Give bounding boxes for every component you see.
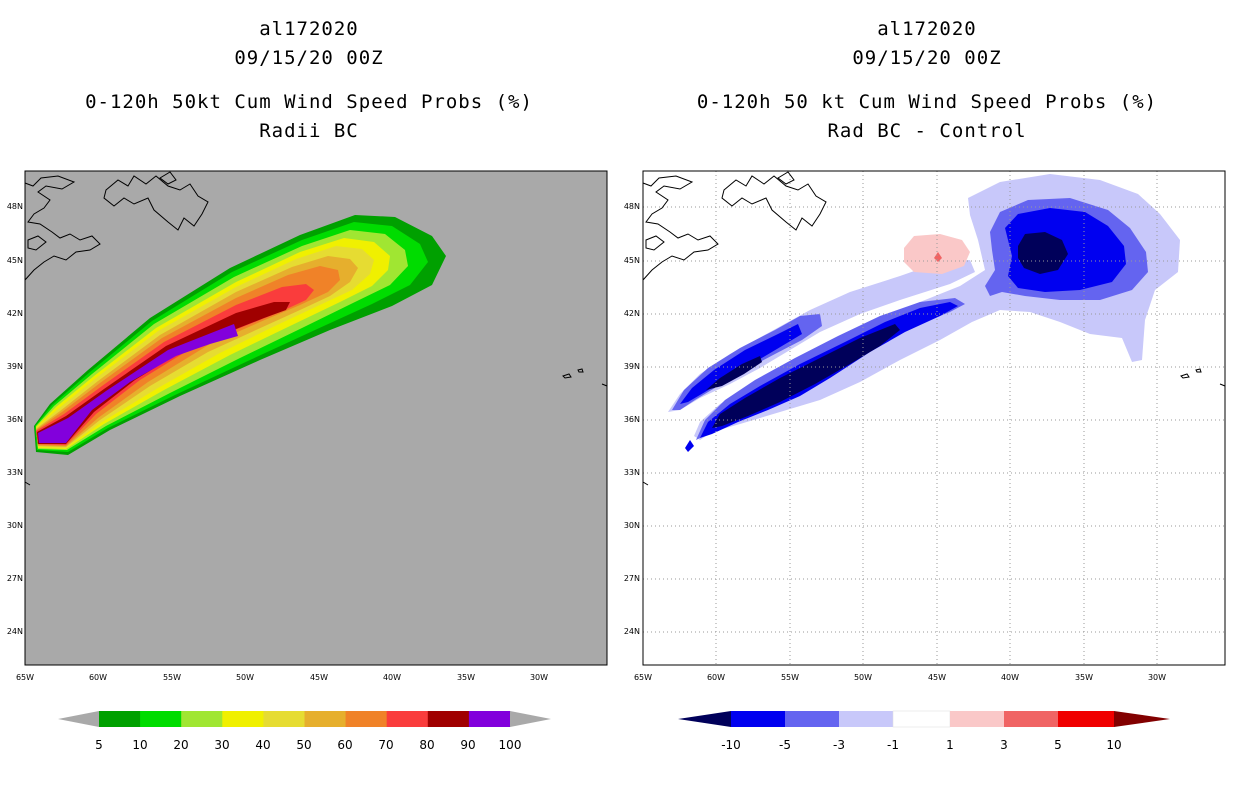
left-colorbar-label: 10 xyxy=(132,738,147,752)
right-lat-labels: 48N 45N 42N 39N 36N 33N 30N 27N 24N xyxy=(624,202,640,636)
left-colorbar-swatch xyxy=(181,711,223,727)
left-lat-label: 39N xyxy=(7,362,23,371)
right-colorbar-swatch xyxy=(950,711,1004,727)
left-lat-label: 30N xyxy=(7,521,23,530)
right-map-frame xyxy=(642,170,1226,666)
left-lat-label: 36N xyxy=(7,415,23,424)
left-colorbar-swatch xyxy=(345,711,388,727)
right-title: 0-120h 50 kt Cum Wind Speed Probs (%) xyxy=(696,91,1158,113)
right-colorbar-swatch xyxy=(1004,711,1058,727)
left-colorbar-swatch xyxy=(222,711,264,727)
right-map: 48N 45N 42N 39N 36N 33N 30N 27N 24N 65W … xyxy=(624,170,1226,682)
left-colorbar-label: 60 xyxy=(337,738,352,752)
right-colorbar-label: 5 xyxy=(1054,738,1062,752)
left-map: 48N 45N 42N 39N 36N 33N 30N 27N 24N 65W … xyxy=(7,170,608,682)
right-colorbar-swatch xyxy=(1058,711,1114,727)
left-lat-labels: 48N 45N 42N 39N 36N 33N 30N 27N 24N xyxy=(7,202,23,636)
right-lat-label: 42N xyxy=(624,309,640,318)
right-colorbar-swatch xyxy=(731,711,785,727)
left-colorbar-label: 40 xyxy=(255,738,270,752)
right-lat-label: 39N xyxy=(624,362,640,371)
left-datetime: 09/15/20 00Z xyxy=(234,47,384,69)
left-lat-label: 42N xyxy=(7,309,23,318)
right-subtitle: Rad BC - Control xyxy=(827,120,1027,142)
left-colorbar-swatch xyxy=(427,711,470,727)
right-lon-label: 45W xyxy=(928,673,946,682)
left-coastline xyxy=(24,171,608,486)
left-colorbar: 5 10 20 30 40 50 60 70 80 90 100 xyxy=(58,711,551,752)
right-storm-id: al172020 xyxy=(877,18,977,40)
right-lat-label: 45N xyxy=(624,256,640,265)
right-lon-label: 35W xyxy=(1075,673,1093,682)
left-colorbar-max-arrow xyxy=(510,711,551,727)
right-lon-label: 65W xyxy=(634,673,652,682)
left-plume-90 xyxy=(38,324,238,443)
left-colorbar-swatch xyxy=(140,711,182,727)
right-lat-label: 24N xyxy=(624,627,640,636)
right-colorbar-swatch xyxy=(839,711,893,727)
right-colorbar-label: 10 xyxy=(1106,738,1121,752)
right-colorbar-min-arrow xyxy=(678,711,731,727)
right-colorbar-label: -5 xyxy=(779,738,791,752)
left-colorbar-swatch xyxy=(468,711,511,727)
right-colorbar-label: -1 xyxy=(887,738,899,752)
left-colorbar-swatch xyxy=(263,711,305,727)
left-lat-label: 33N xyxy=(7,468,23,477)
left-lat-label: 48N xyxy=(7,202,23,211)
left-colorbar-label: 80 xyxy=(419,738,434,752)
left-colorbar-label: 5 xyxy=(95,738,103,752)
left-colorbar-min-arrow xyxy=(58,711,99,727)
left-lon-label: 30W xyxy=(530,673,548,682)
left-lon-label: 50W xyxy=(236,673,254,682)
left-lon-label: 55W xyxy=(163,673,181,682)
right-lat-label: 48N xyxy=(624,202,640,211)
right-lon-label: 60W xyxy=(707,673,725,682)
left-title: 0-120h 50kt Cum Wind Speed Probs (%) xyxy=(85,91,533,113)
left-lon-label: 35W xyxy=(457,673,475,682)
right-colorbar-label: 3 xyxy=(1000,738,1008,752)
left-colorbar-label: 90 xyxy=(460,738,475,752)
left-lon-label: 45W xyxy=(310,673,328,682)
right-contour-plus1 xyxy=(904,234,970,274)
left-lon-labels: 65W 60W 55W 50W 45W 40W 35W 30W xyxy=(16,673,548,682)
left-lon-label: 65W xyxy=(16,673,34,682)
right-colorbar-label: -3 xyxy=(833,738,845,752)
right-coastline xyxy=(642,171,1226,486)
left-map-frame xyxy=(24,170,608,666)
right-lon-label: 30W xyxy=(1148,673,1166,682)
right-colorbar: -10 -5 -3 -1 1 3 5 10 xyxy=(678,710,1170,752)
left-colorbar-label: 100 xyxy=(499,738,522,752)
right-colorbar-swatch xyxy=(892,710,951,728)
left-lat-label: 45N xyxy=(7,256,23,265)
right-colorbar-label: -10 xyxy=(721,738,741,752)
left-subtitle: Radii BC xyxy=(259,120,359,142)
left-colorbar-label: 70 xyxy=(378,738,393,752)
right-graticule xyxy=(643,171,1225,665)
right-contour-minus10 xyxy=(706,232,1068,428)
right-datetime: 09/15/20 00Z xyxy=(852,47,1002,69)
left-lon-label: 60W xyxy=(89,673,107,682)
right-lat-label: 27N xyxy=(624,574,640,583)
left-lat-label: 24N xyxy=(7,627,23,636)
left-lon-label: 40W xyxy=(383,673,401,682)
left-colorbar-label: 30 xyxy=(214,738,229,752)
left-colorbar-label: 20 xyxy=(173,738,188,752)
left-storm-id: al172020 xyxy=(259,18,359,40)
right-lon-label: 55W xyxy=(781,673,799,682)
right-colorbar-max-arrow xyxy=(1114,711,1170,727)
left-colorbar-swatch xyxy=(99,711,141,727)
right-colorbar-swatch xyxy=(785,711,839,727)
left-colorbar-label: 50 xyxy=(296,738,311,752)
left-colorbar-swatch xyxy=(386,711,429,727)
right-lat-label: 30N xyxy=(624,521,640,530)
right-lon-label: 50W xyxy=(854,673,872,682)
right-lat-label: 36N xyxy=(624,415,640,424)
right-lon-label: 40W xyxy=(1001,673,1019,682)
right-lon-labels: 65W 60W 55W 50W 45W 40W 35W 30W xyxy=(634,673,1166,682)
right-colorbar-label: 1 xyxy=(946,738,954,752)
left-lat-label: 27N xyxy=(7,574,23,583)
left-colorbar-swatch xyxy=(304,711,347,727)
right-lat-label: 33N xyxy=(624,468,640,477)
